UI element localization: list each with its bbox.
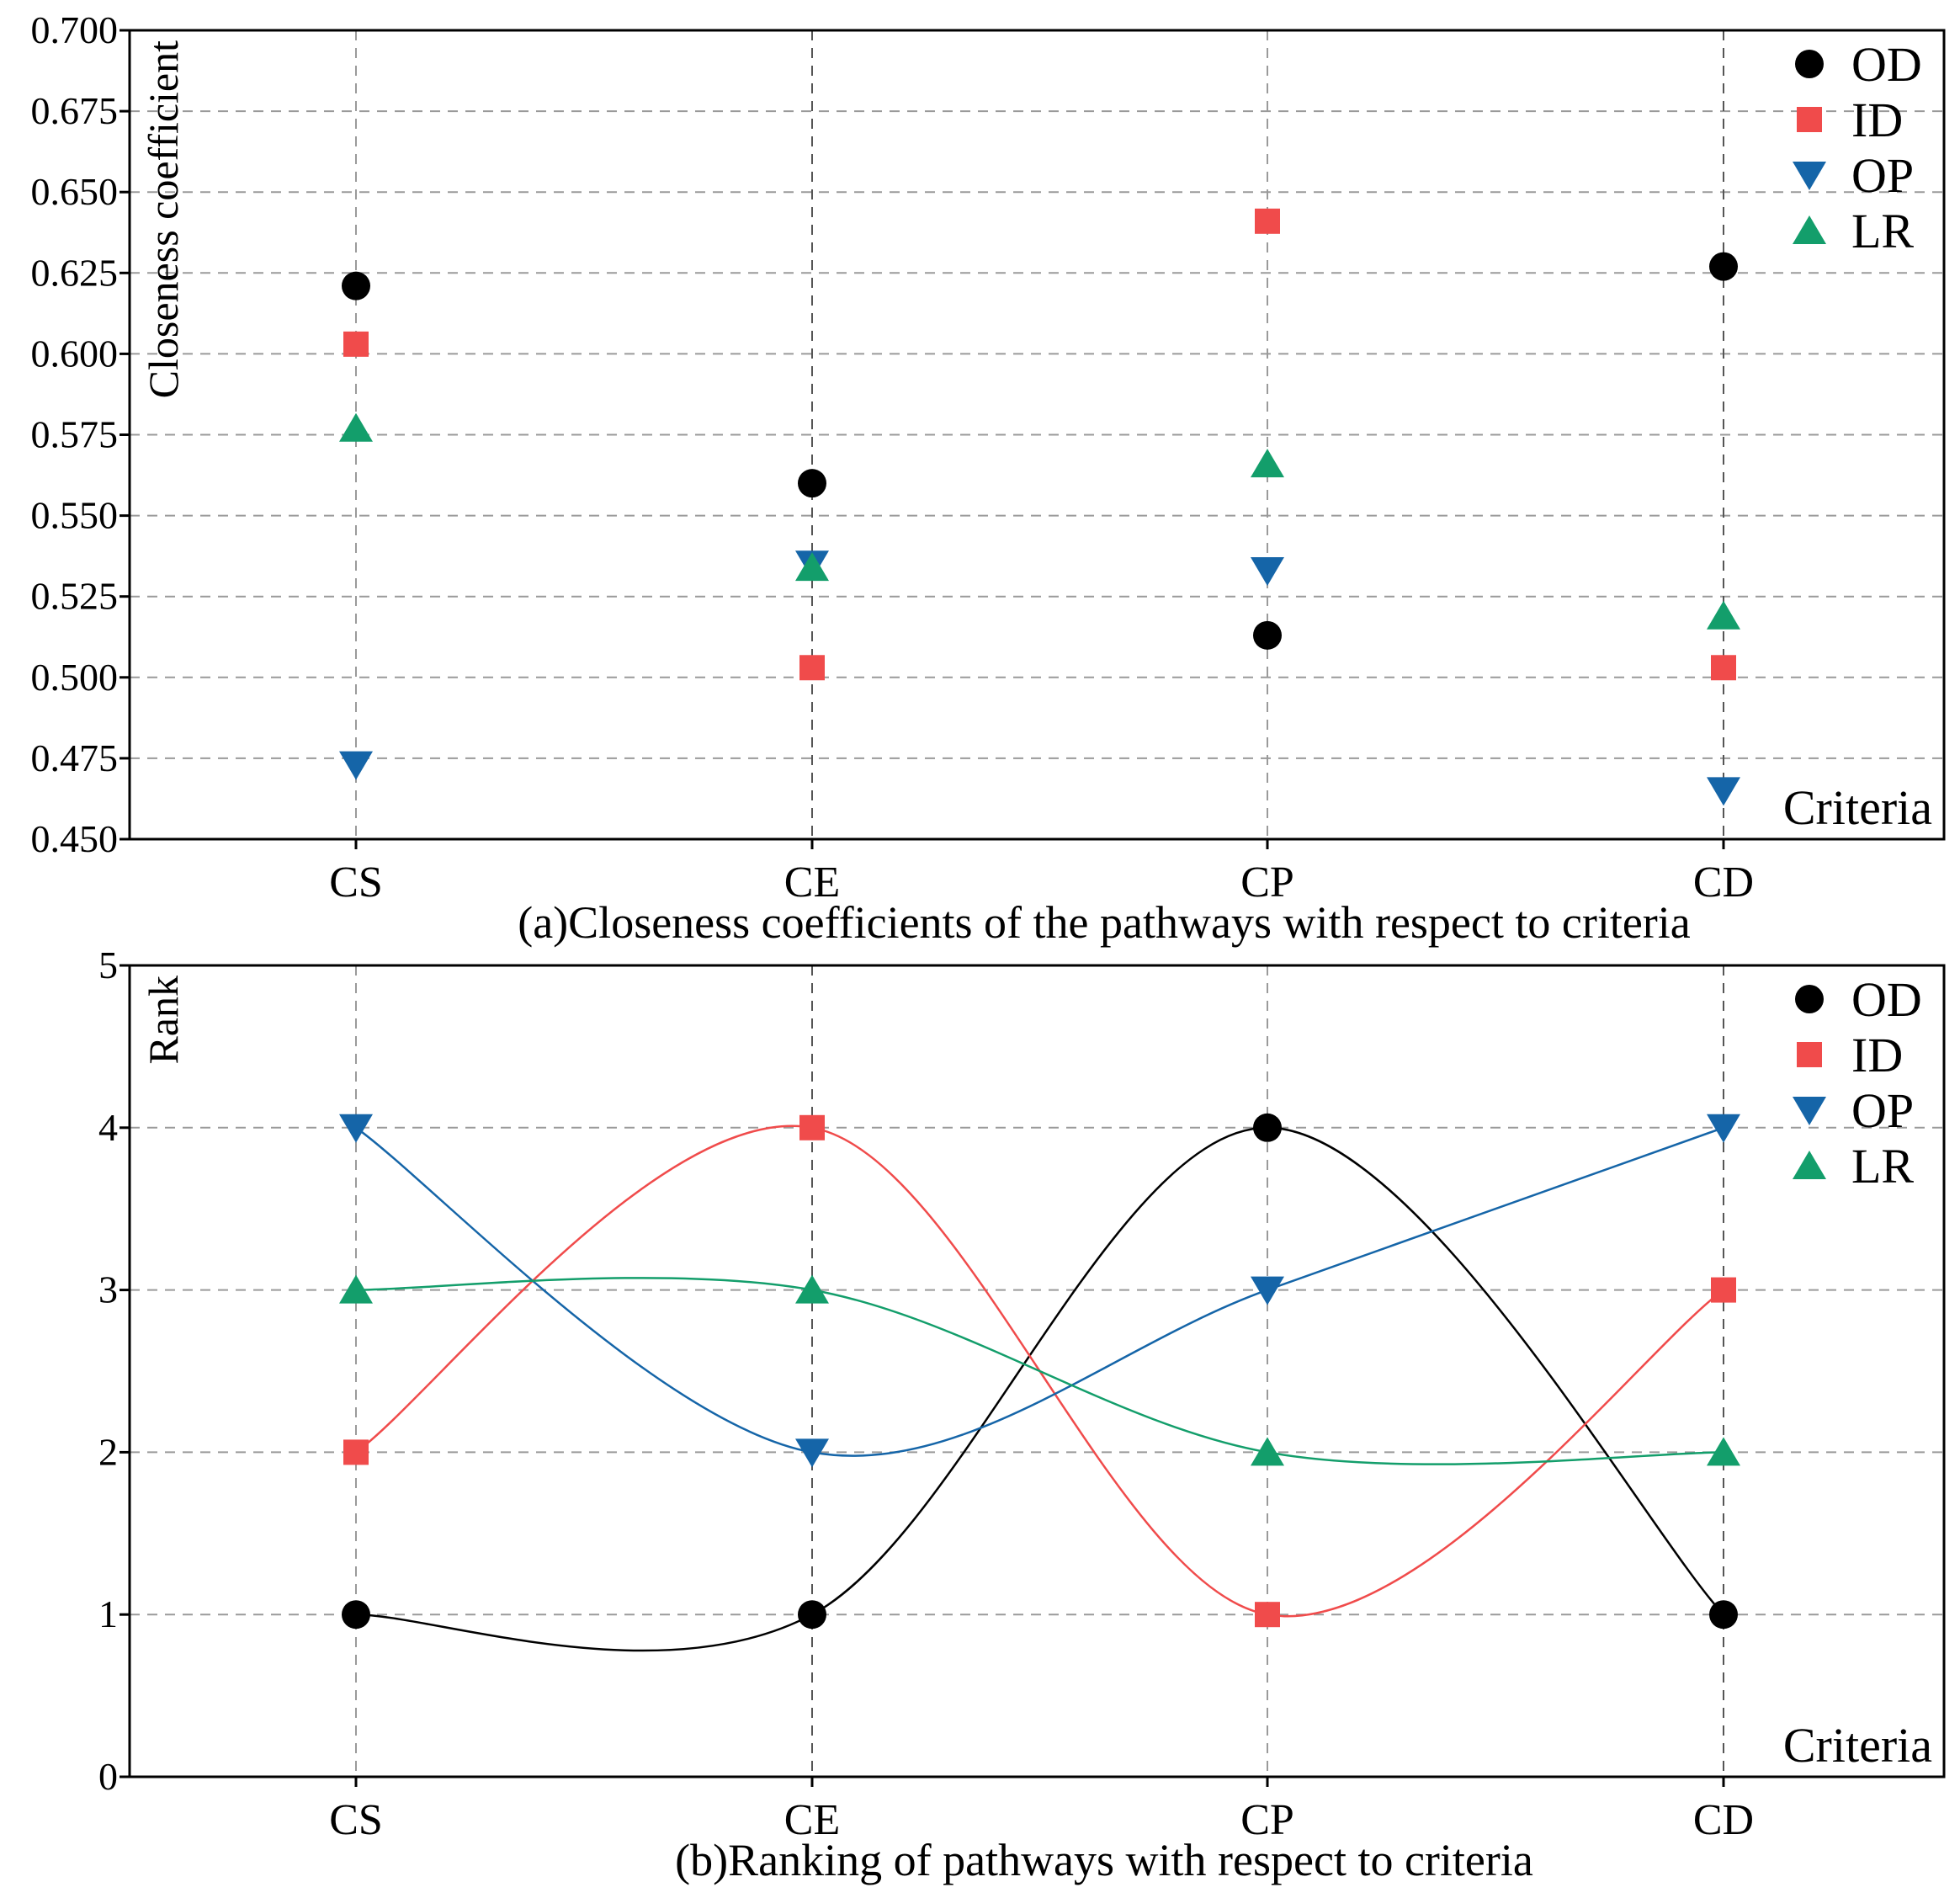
a-ytick-label: 0.600: [31, 332, 119, 375]
a-legend-label-od: OD: [1851, 37, 1922, 92]
a-ytick-label: 0.650: [31, 170, 119, 213]
a-point-op-cp: [1251, 556, 1284, 586]
b-legend-label-id: ID: [1851, 1028, 1903, 1082]
a-category-label-cs: CS: [329, 859, 383, 906]
a-legend-marker-od: [1795, 50, 1824, 78]
a-category-label-ce: CE: [784, 859, 840, 906]
a-xlabel: Criteria: [1783, 780, 1932, 835]
a-point-op-cs: [339, 751, 373, 780]
a-ytick-label: 0.475: [31, 736, 119, 779]
a-ytick-label: 0.575: [31, 413, 119, 456]
b-ytick-label: 5: [98, 944, 118, 986]
b-point-od-cd: [1709, 1600, 1738, 1630]
b-xlabel: Criteria: [1783, 1718, 1932, 1773]
a-point-id-cp: [1255, 208, 1280, 234]
b-point-od-cs: [342, 1600, 370, 1630]
b-ytick-label: 4: [98, 1106, 118, 1149]
b-legend-marker-lr: [1793, 1151, 1826, 1179]
b-ytick-label: 0: [98, 1755, 118, 1798]
b-plot-frame: [128, 964, 1946, 1778]
b-point-lr-cd: [1707, 1437, 1740, 1466]
a-point-lr-ce: [795, 552, 829, 582]
a-legend-marker-id: [1797, 107, 1822, 132]
b-point-op-cd: [1707, 1114, 1740, 1143]
b-category-label-cs: CS: [329, 1796, 383, 1844]
b-legend-label-op: OP: [1851, 1083, 1914, 1138]
chart-ranking: 0 1 2 3 4 5 CS CE CP CD Rank Criteria (b)Ranking of …: [98, 944, 1946, 1885]
a-legend-label-id: ID: [1851, 93, 1903, 147]
b-ytick-label: 2: [98, 1430, 118, 1473]
a-category-label-cp: CP: [1240, 859, 1294, 906]
b-point-id-cs: [343, 1439, 369, 1465]
b-point-op-cs: [339, 1114, 373, 1143]
b-point-id-cd: [1711, 1277, 1736, 1303]
b-point-op-cp: [1251, 1276, 1284, 1305]
b-point-op-ce: [795, 1438, 829, 1468]
b-point-id-cp: [1255, 1602, 1280, 1628]
a-title: (a)Closeness coefficients of the pathway…: [518, 897, 1691, 948]
b-line-lr: [355, 1277, 1724, 1465]
b-ytick-label: 3: [98, 1268, 118, 1311]
a-ytick-label: 0.500: [31, 656, 119, 699]
a-point-id-ce: [799, 655, 825, 681]
a-ytick-label: 0.625: [31, 251, 119, 294]
a-ylabel: Closeness coefficient: [140, 40, 187, 398]
b-legend-label-od: OD: [1851, 972, 1922, 1027]
b-point-lr-cp: [1251, 1437, 1284, 1466]
b-category-label-cp: CP: [1240, 1796, 1294, 1844]
b-legend-label-lr: LR: [1851, 1139, 1914, 1194]
b-point-id-ce: [799, 1114, 825, 1140]
a-point-op-cd: [1707, 777, 1740, 806]
b-line-od: [355, 1126, 1724, 1652]
b-point-lr-ce: [795, 1274, 829, 1304]
a-point-od-ce: [798, 469, 826, 498]
b-legend-marker-od: [1795, 985, 1824, 1013]
b-title: (b)Ranking of pathways with respect to c…: [675, 1835, 1533, 1885]
a-legend-label-lr: LR: [1851, 204, 1914, 258]
b-category-label-cd: CD: [1693, 1796, 1754, 1844]
b-line-op: [355, 1126, 1724, 1457]
a-point-id-cs: [343, 331, 369, 357]
a-category-label-cd: CD: [1693, 859, 1754, 906]
chart-closeness-coefficients: 0.450 0.475 0.500 0.525 0.550 0.575 0.600 0.625…: [31, 8, 1946, 948]
b-category-label-ce: CE: [784, 1796, 840, 1844]
a-ytick-label: 0.675: [31, 89, 119, 132]
b-point-od-ce: [798, 1600, 826, 1630]
b-legend-marker-op: [1793, 1097, 1826, 1125]
b-point-lr-cs: [339, 1274, 373, 1304]
b-ylabel: Rank: [140, 976, 187, 1065]
a-ytick-label: 0.700: [31, 8, 119, 51]
a-point-od-cs: [342, 271, 370, 300]
a-point-lr-cp: [1251, 449, 1284, 478]
a-point-lr-cd: [1707, 600, 1740, 630]
a-legend-label-op: OP: [1851, 148, 1914, 203]
b-legend-marker-id: [1797, 1042, 1822, 1067]
a-point-od-cp: [1253, 620, 1282, 650]
a-ytick-label: 0.550: [31, 494, 119, 537]
a-ytick-label: 0.525: [31, 575, 119, 618]
a-legend-marker-op: [1793, 162, 1826, 190]
a-point-id-cd: [1711, 655, 1736, 681]
a-legend-marker-lr: [1793, 215, 1826, 244]
a-point-od-cd: [1709, 252, 1738, 281]
a-point-lr-cs: [339, 412, 373, 442]
b-ytick-label: 1: [98, 1592, 118, 1635]
b-point-od-cp: [1253, 1113, 1282, 1142]
a-ytick-label: 0.450: [31, 817, 119, 860]
